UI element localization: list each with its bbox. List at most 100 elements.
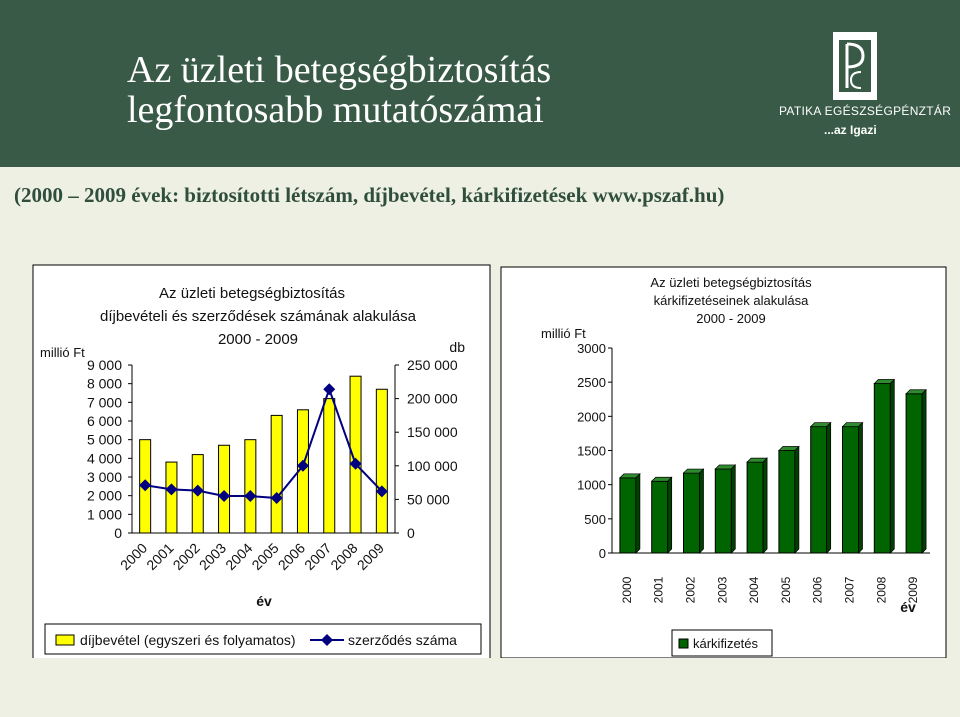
- chart1-right-tick-label: 0: [407, 525, 415, 541]
- chart2-title-line3: 2000 - 2009: [696, 311, 765, 326]
- chart2-bar-2005: [778, 450, 796, 554]
- chart2-y-axis-unit: millió Ft: [541, 326, 586, 341]
- chart2-frame: [500, 266, 947, 659]
- chart2-bar-2002: [683, 472, 700, 554]
- chart2-bar-2003: [714, 468, 732, 554]
- chart1-left-tick-label: 2 000: [87, 488, 122, 504]
- chart1-bar-2001: [165, 461, 178, 534]
- chart2-tick-label: 1500: [577, 444, 606, 459]
- chart1-bar-2007: [323, 398, 336, 534]
- logo-slogan: ...az Igazi: [824, 123, 877, 137]
- patika-logo-icon: [833, 32, 877, 100]
- chart2-bar-2006: [810, 426, 828, 554]
- chart2-tick-label: 3000: [577, 341, 606, 356]
- chart1-left-tick-label: 6 000: [87, 413, 122, 429]
- chart2-bar-side: [667, 476, 673, 554]
- chart1-legend-marker-icon: [321, 634, 333, 646]
- chart2-bar-side: [699, 468, 704, 554]
- chart1-left-tick-label: 3 000: [87, 469, 122, 485]
- chart1-left-tick-label: 8 000: [87, 376, 122, 392]
- chart1-point-2009: [375, 485, 388, 498]
- chart2-bar-side: [762, 457, 768, 554]
- chart2-x-tick-label: 2007: [843, 576, 857, 603]
- chart2-bar-2004: [746, 461, 764, 554]
- chart1-point-2007: [323, 383, 336, 396]
- chart1-left-tick-label: 7 000: [87, 394, 122, 410]
- chart2-bar-side: [921, 388, 927, 554]
- chart1-point-2001: [165, 483, 178, 496]
- chart2-tick-label: 1000: [577, 478, 606, 493]
- chart2-bar-2001: [651, 480, 669, 554]
- chart1-left-axis-unit: millió Ft: [40, 345, 85, 360]
- chart1-bar-2003: [218, 444, 231, 534]
- chart2-x-tick-label: 2001: [652, 576, 666, 603]
- chart2-legend-label: kárkifizetés: [693, 636, 759, 651]
- chart2-tick-label: 0: [599, 546, 606, 561]
- chart2-x-tick-label: 2006: [811, 576, 825, 603]
- chart1-legend-bar-label: díjbevétel (egyszeri és folyamatos): [80, 632, 296, 648]
- chart1-point-2005: [270, 492, 283, 505]
- chart2-bar-side: [889, 378, 895, 554]
- chart1-bar-2004: [244, 439, 257, 534]
- chart1-bar-2009: [375, 388, 388, 534]
- chart1-legend-line-label: szerződés száma: [348, 632, 457, 648]
- header-band: [0, 0, 960, 167]
- chart1-x-axis-title: év: [256, 593, 272, 609]
- chart2-bar-side: [826, 421, 832, 554]
- chart2-bar-side: [635, 472, 641, 554]
- chart1-right-axis-unit: db: [449, 339, 465, 355]
- chart1-left-tick-label: 5 000: [87, 432, 122, 448]
- chart2-x-tick-label: 2003: [715, 576, 729, 603]
- chart1-title-line1: Az üzleti betegségbiztosítás: [159, 285, 345, 302]
- chart1-point-2008: [349, 457, 362, 470]
- chart2-x-tick-label: 2008: [874, 576, 888, 603]
- chart1-frame: [32, 264, 491, 661]
- chart2-bar-side: [858, 421, 863, 554]
- chart2-bar-2007: [842, 426, 859, 554]
- chart1-left-tick-label: 1 000: [87, 506, 122, 522]
- chart2-x-tick-label: 2005: [779, 576, 793, 603]
- chart2-tick-label: 500: [584, 512, 606, 527]
- chart1-point-2000: [139, 479, 152, 492]
- chart2-x-tick-label: 2009: [906, 576, 920, 603]
- chart2-tick-label: 2500: [577, 375, 606, 390]
- chart2-x-axis-title: év: [900, 599, 916, 615]
- chart2-title-line1: Az üzleti betegségbiztosítás: [650, 275, 812, 290]
- chart1-right-tick-label: 100 000: [407, 458, 458, 474]
- chart2-title-line2: kárkifizetéseinek alakulása: [654, 293, 809, 308]
- chart2-bar-2008: [873, 383, 891, 554]
- chart1-point-2003: [218, 490, 231, 503]
- chart1-bar-2008: [349, 375, 362, 534]
- logo-name: PATIKA EGÉSZSÉGPÉNZTÁR: [779, 104, 952, 118]
- chart1-title-line3: 2000 - 2009: [218, 331, 298, 348]
- chart2-tick-label: 2000: [577, 409, 606, 424]
- chart1-right-tick-label: 50 000: [407, 491, 450, 507]
- bottom-band: [0, 658, 960, 717]
- chart1-left-tick-label: 4 000: [87, 450, 122, 466]
- chart1-legend: [44, 623, 482, 655]
- chart1-title-line2: díjbevételi és szerződések számának alak…: [100, 308, 417, 325]
- chart2-bar-2009: [905, 393, 923, 554]
- chart1-bar-2005: [270, 414, 283, 534]
- chart1-point-2004: [244, 490, 257, 503]
- chart1-point-2006: [296, 459, 309, 472]
- chart2-x-tick-label: 2002: [684, 576, 698, 603]
- chart2-legend-swatch: [678, 638, 689, 649]
- chart2-x-tick-label: 2004: [747, 576, 761, 603]
- chart1-legend-bar-swatch: [55, 634, 75, 646]
- chart1-right-tick-label: 200 000: [407, 391, 458, 407]
- chart1-right-tick-label: 250 000: [407, 357, 458, 373]
- chart1-right-tick-label: 150 000: [407, 424, 458, 440]
- chart2-bar-side: [730, 464, 736, 554]
- slide-title: Az üzleti betegségbiztosítás legfontosab…: [127, 49, 552, 131]
- chart2-bar-side: [794, 445, 800, 554]
- chart1-left-tick-label: 0: [114, 525, 122, 541]
- chart2-bar-2000: [619, 477, 637, 554]
- chart2-x-tick-label: 2000: [620, 576, 634, 603]
- chart1-left-tick-label: 9 000: [87, 357, 122, 373]
- chart1-contracts-line: [144, 386, 383, 500]
- chart1-point-2002: [191, 484, 204, 497]
- chart2-legend: [671, 629, 773, 657]
